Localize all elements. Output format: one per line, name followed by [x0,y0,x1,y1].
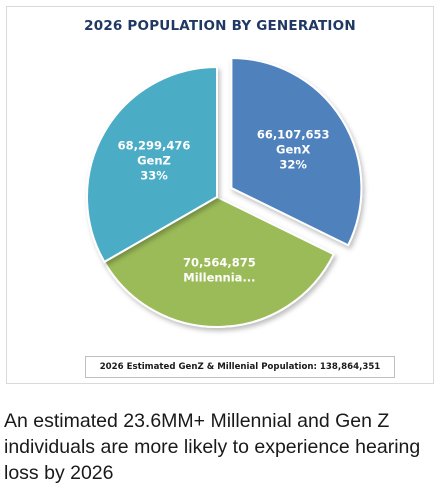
pie-slice-genx [230,57,363,247]
slice-label-millennials-name: Millennia... [183,270,255,284]
slice-label-genz-name: GenZ [137,154,171,168]
slice-label-genx-name: GenX [276,142,310,156]
caption-text: An estimated 23.6MM+ Millennial and Gen … [4,410,421,484]
total-population-annotation: 2026 Estimated GenZ & Millenial Populati… [85,356,395,378]
pie-slice-genz [86,65,218,264]
slice-label-genx-value: 66,107,653 [257,127,330,141]
slice-label-genz-percent: 33% [140,169,168,183]
chart-card: 2026 POPULATION BY GENERATION 66,107,653… [6,6,434,384]
slice-label-genx-percent: 32% [279,157,307,171]
chart-title: 2026 POPULATION BY GENERATION [84,18,356,34]
slice-label-genz-value: 68,299,476 [118,139,191,153]
slice-label-millennials-value: 70,564,875 [183,255,256,269]
